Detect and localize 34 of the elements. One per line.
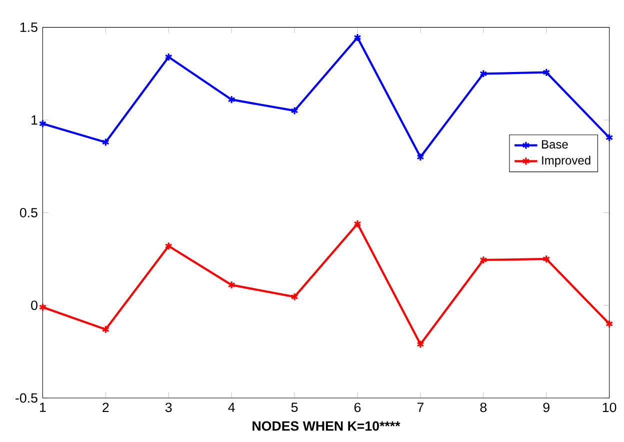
x-tick-label: 6 [354,402,361,412]
point [416,152,424,162]
x-axis-title: NODES WHEN K=10**** [252,421,400,431]
x-tick-label: 4 [228,402,235,412]
point [164,52,172,62]
point [416,340,424,349]
y-tick-label: -0.5 [16,393,38,403]
x-tick-label: 1 [40,402,46,412]
point [228,280,236,290]
point [164,242,172,250]
x-tick-label: 8 [480,402,487,412]
legend-label: Improved [542,156,590,167]
point [542,254,550,264]
x-tick-label: 9 [543,402,550,412]
y-tick-label: 1.5 [20,22,38,32]
point [354,220,362,228]
point [354,33,362,42]
x-tick-label: 3 [165,402,172,412]
x-tick-label: 10 [602,402,616,412]
point [102,138,110,146]
y-tick-label: 0 [31,300,38,310]
point [542,68,550,77]
legend-label: Base [542,140,568,149]
point [102,325,110,334]
point [290,292,298,302]
x-tick-label: 2 [102,402,109,412]
point [290,106,298,115]
y-tick-label: 0.5 [20,208,38,218]
x-tick-label: 7 [417,402,424,412]
point [480,69,488,78]
x-tick-label: 5 [291,402,298,412]
point [228,95,236,104]
point [480,256,488,264]
y-tick-label: 1 [32,115,38,125]
